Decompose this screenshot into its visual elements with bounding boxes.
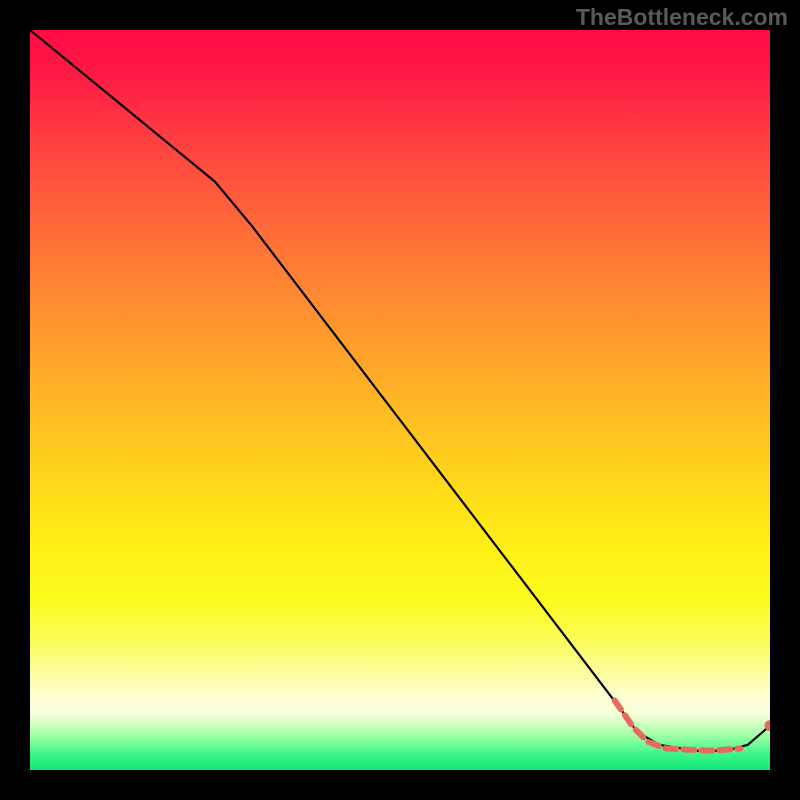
bottleneck-curve [30, 30, 770, 751]
watermark-text: TheBottleneck.com [576, 4, 788, 31]
highlight-dash [615, 700, 741, 750]
gradient-background [30, 30, 770, 770]
series-layer [30, 30, 770, 770]
gradient-rect [30, 30, 770, 770]
end-marker [765, 720, 771, 731]
plot-area [30, 30, 770, 770]
